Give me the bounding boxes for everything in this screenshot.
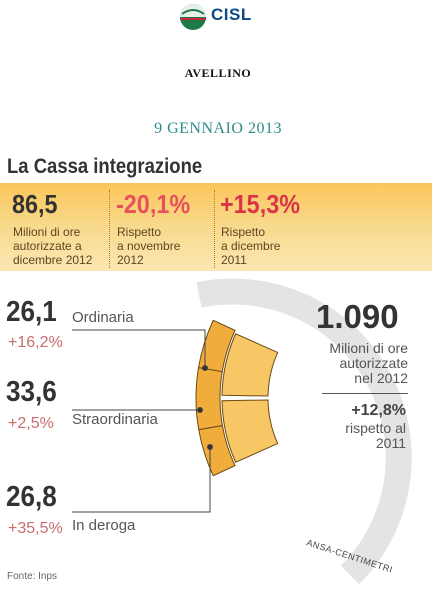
date: 9 GENNAIO 2013 <box>154 120 282 137</box>
leader-line-2 <box>72 447 211 513</box>
leader-dot-1 <box>197 407 203 413</box>
stat-desc-hours: Milioni di ore autorizzate a dicembre 2012 <box>13 225 93 267</box>
segment-context <box>221 399 279 463</box>
source-note: Fonte: Inps <box>7 571 58 582</box>
leader-dot-2 <box>207 444 213 450</box>
credit-label: ANSA-CENTIMETRI <box>305 537 394 574</box>
series-change-deroga: +35,5% <box>8 520 63 537</box>
series-change-ordinaria: +16,2% <box>8 334 63 351</box>
total-change-desc: rispetto al 2011 <box>345 420 406 451</box>
series-value-ordinaria: 26,1 <box>6 296 57 328</box>
segment-context <box>221 333 279 397</box>
cisl-logo-icon <box>180 4 206 30</box>
leader-dot-0 <box>202 365 208 371</box>
stat-value-december: +15,3% <box>220 189 301 219</box>
stat-value-hours: 86,5 <box>12 189 58 219</box>
total-value: 1.090 <box>316 298 399 335</box>
stats-band <box>0 183 432 271</box>
series-value-deroga: 26,8 <box>6 481 57 513</box>
series-name-straordinaria: Straordinaria <box>72 411 158 428</box>
city-name: AVELLINO <box>184 66 252 80</box>
stats-divider <box>214 190 215 268</box>
total-desc: Milioni di ore autorizzate nel 2012 <box>329 340 408 386</box>
series-name-deroga: In deroga <box>72 517 136 534</box>
total-change: +12,8% <box>351 402 406 419</box>
stat-value-november: -20,1% <box>116 189 191 219</box>
leader-line-0 <box>72 329 206 368</box>
series-change-straordinaria: +2,5% <box>8 415 54 432</box>
logo-text: CISL <box>211 5 252 24</box>
stats-divider <box>109 190 110 268</box>
series-value-straordinaria: 33,6 <box>6 376 57 408</box>
segment-in-deroga <box>197 319 236 373</box>
stat-desc-december: Rispetto a dicembre 2011 <box>221 225 281 267</box>
total-divider <box>322 393 408 394</box>
stat-desc-november: Rispetto a novembre 2012 <box>117 225 181 267</box>
series-name-ordinaria: Ordinaria <box>72 309 134 326</box>
donut-ring <box>196 278 412 585</box>
chart-title: La Cassa integrazione <box>7 155 203 178</box>
